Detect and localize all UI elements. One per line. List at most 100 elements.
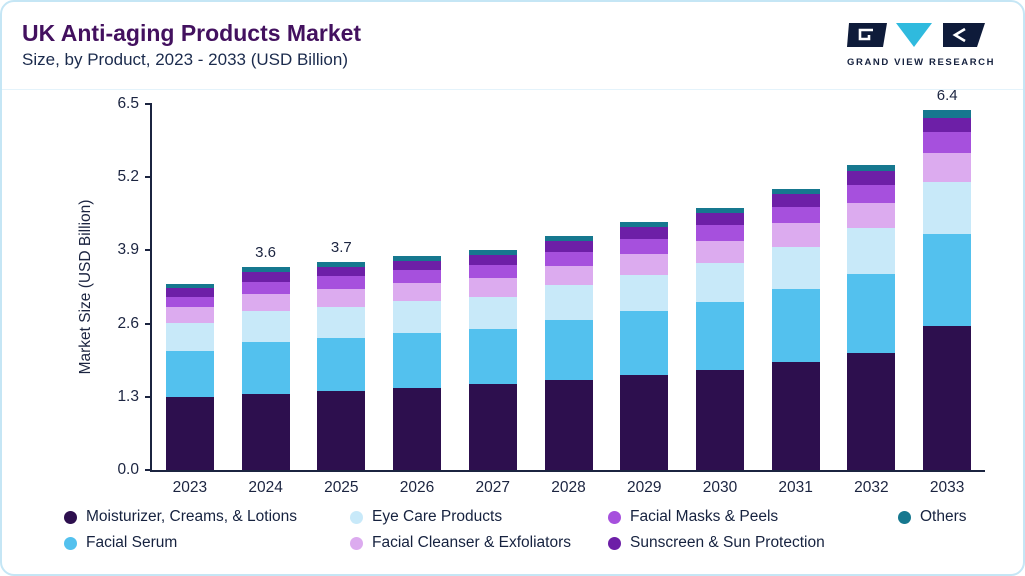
y-axis-tick-mark bbox=[145, 249, 152, 252]
bar-column bbox=[379, 104, 455, 470]
y-axis-tick-label: 1.3 bbox=[117, 387, 139, 405]
grand-view-research-logo-icon bbox=[847, 23, 985, 47]
bar-column bbox=[834, 104, 910, 470]
page-subtitle: Size, by Product, 2023 - 2033 (USD Billi… bbox=[22, 50, 348, 69]
stacked-bar bbox=[165, 104, 214, 470]
bar-segment bbox=[771, 362, 820, 470]
legend-row: Moisturizer, Creams, & Lotions Eye Care P… bbox=[64, 508, 1005, 526]
legend-item-label: Facial Cleanser & Exfoliators bbox=[372, 534, 571, 551]
bar-segment bbox=[620, 375, 669, 470]
legend-item: Eye Care Products bbox=[350, 508, 608, 526]
x-axis-tick-label: 2028 bbox=[551, 479, 586, 496]
legend-item: Facial Masks & Peels bbox=[608, 508, 898, 526]
bar-segment bbox=[696, 240, 744, 263]
x-axis-tick-label: 2026 bbox=[399, 479, 435, 496]
legend-item-label: Facial Masks & Peels bbox=[630, 508, 779, 525]
stacked-bar-chart: Market Size (USD Billion) 3.6 3.7 6.4 0.0 1… bbox=[2, 87, 1023, 502]
page-title: UK Anti-aging Products Market bbox=[22, 20, 362, 46]
bar-segment bbox=[317, 391, 366, 470]
bar-segment bbox=[241, 267, 290, 273]
logo-wordmark: GRAND VIEW RESEARCH bbox=[847, 57, 996, 68]
bar-segment bbox=[165, 350, 214, 397]
bar-segment bbox=[317, 306, 366, 339]
bar-segment bbox=[241, 311, 290, 343]
bar-segment bbox=[165, 396, 214, 470]
bar-column bbox=[531, 104, 607, 470]
bar-segment bbox=[620, 222, 669, 228]
x-axis-tick-label: 2032 bbox=[854, 479, 889, 496]
bar-segment bbox=[771, 206, 820, 224]
legend-dot-icon bbox=[350, 510, 363, 524]
bar-segment bbox=[241, 394, 290, 470]
bar-segment bbox=[317, 266, 366, 277]
bar-segment bbox=[847, 164, 896, 172]
bar-segment bbox=[696, 369, 744, 470]
bar-segment bbox=[847, 273, 896, 353]
stacked-bar bbox=[468, 104, 517, 470]
bar-segment bbox=[771, 188, 820, 195]
x-axis-tick-label: 2024 bbox=[248, 479, 283, 496]
bar-segment bbox=[923, 326, 972, 470]
legend-dot-icon bbox=[608, 510, 621, 524]
title-block: UK Anti-aging Products Market Size, by P… bbox=[22, 16, 361, 70]
bar-segment bbox=[393, 270, 442, 283]
bar-segment bbox=[847, 352, 896, 470]
bar-value-label: 3.7 bbox=[330, 238, 352, 256]
bar-segment bbox=[923, 182, 972, 235]
bar-segment bbox=[165, 307, 214, 324]
bar-segment bbox=[847, 184, 896, 204]
y-axis-tick-label: 6.5 bbox=[117, 95, 139, 112]
legend-dot-icon bbox=[64, 536, 77, 550]
bar-segment bbox=[165, 296, 214, 308]
legend-item: Facial Serum bbox=[64, 534, 350, 552]
bar-segment bbox=[165, 288, 214, 297]
brand-logo: GRAND VIEW RESEARCH bbox=[847, 22, 997, 68]
bar-segment bbox=[923, 117, 972, 133]
legend-item-label: Eye Care Products bbox=[372, 508, 503, 525]
y-axis-title: Market Size (USD Billion) bbox=[77, 199, 94, 375]
bar-column: 3.6 bbox=[228, 104, 304, 470]
legend-item: Facial Cleanser & Exfoliators bbox=[350, 534, 608, 552]
bar-segment bbox=[544, 319, 593, 380]
bar-segment bbox=[468, 254, 517, 266]
x-axis-tick-label: 2031 bbox=[778, 479, 813, 496]
bar-segment bbox=[847, 228, 896, 274]
bar-segment bbox=[620, 253, 669, 275]
bar-segment bbox=[847, 203, 896, 229]
bar-column bbox=[758, 104, 834, 470]
y-axis-tick-label: 3.9 bbox=[117, 241, 139, 259]
header: UK Anti-aging Products Market Size, by P… bbox=[2, 2, 1023, 90]
bar-segment bbox=[241, 272, 290, 282]
bar-segment bbox=[696, 213, 744, 226]
bar-column bbox=[606, 104, 682, 470]
bar-segment bbox=[620, 238, 669, 254]
stacked-bar bbox=[696, 104, 744, 470]
bar-segment bbox=[696, 208, 744, 214]
bar-segment bbox=[241, 293, 290, 312]
bar-column bbox=[152, 104, 228, 470]
bar-segment bbox=[847, 171, 896, 185]
y-axis-tick-mark bbox=[145, 103, 152, 105]
y-axis-tick-label: 5.2 bbox=[117, 168, 139, 186]
bar-segment bbox=[317, 338, 366, 392]
bar-segment bbox=[771, 247, 820, 289]
y-axis-tick-label: 2.6 bbox=[117, 314, 139, 332]
bar-segment bbox=[544, 251, 593, 266]
bar-segment bbox=[544, 285, 593, 320]
legend-item-label: Others bbox=[920, 508, 967, 525]
bars-container: 3.6 3.7 6.4 bbox=[152, 87, 985, 470]
bar-segment bbox=[923, 234, 972, 327]
legend-dot-icon bbox=[608, 536, 621, 550]
stacked-bar bbox=[620, 104, 669, 470]
bar-segment bbox=[544, 265, 593, 286]
bar-segment bbox=[393, 256, 442, 261]
bar-value-label: 3.6 bbox=[255, 244, 277, 262]
bar-column bbox=[455, 104, 531, 470]
x-axis-tick-label: 2023 bbox=[172, 479, 208, 496]
bar-column: 3.7 bbox=[303, 104, 379, 470]
bar-segment bbox=[544, 240, 593, 252]
legend-item: Others bbox=[898, 508, 1005, 526]
bar-segment bbox=[544, 236, 593, 241]
bar-segment bbox=[923, 153, 972, 183]
